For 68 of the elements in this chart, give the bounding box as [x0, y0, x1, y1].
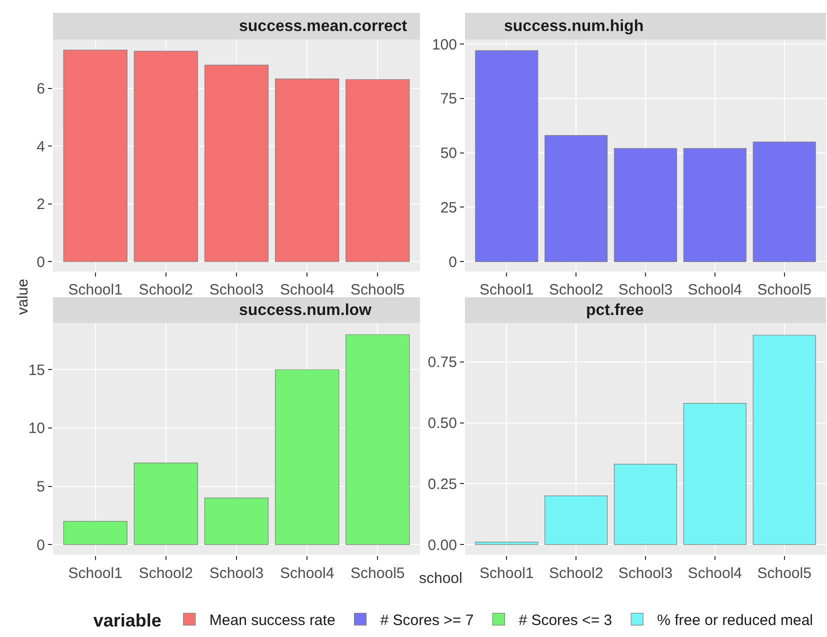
y-tick-label: 0.75: [428, 354, 457, 372]
bar: [275, 369, 340, 545]
bar: [134, 462, 198, 545]
x-tick-label: School2: [138, 564, 194, 582]
y-tick-label: 0: [448, 254, 457, 271]
bar: [134, 50, 198, 262]
bar: [683, 403, 746, 545]
y-tick-label: 100: [432, 36, 457, 54]
bar: [752, 334, 816, 545]
x-tick-label: School4: [688, 281, 742, 298]
y-tick-label: 75: [440, 90, 457, 108]
x-tick-label: School3: [618, 564, 673, 582]
chart-title: success.num.high: [504, 18, 644, 35]
y-tick-label: 0.00: [428, 536, 457, 554]
bar: [614, 464, 678, 545]
bar: [475, 50, 538, 262]
y-tick-label: 15: [28, 362, 45, 379]
y-tick-label: 2: [36, 196, 45, 214]
x-tick-label: School2: [138, 281, 194, 298]
bar: [544, 135, 608, 262]
bar: [752, 142, 816, 262]
y-tick-label: 0.50: [428, 415, 457, 432]
chart-title: success.num.low: [239, 302, 372, 319]
legend-label: # Scores >= 7: [380, 612, 474, 630]
bar: [204, 498, 269, 545]
y-axis-title: value: [14, 278, 32, 315]
x-tick-label: School5: [350, 564, 405, 582]
y-tick-label: 0: [36, 254, 45, 271]
y-tick-label: 25: [440, 199, 457, 216]
bar: [475, 542, 538, 545]
x-tick-label: School1: [68, 564, 122, 582]
x-tick-label: School2: [548, 281, 604, 298]
x-tick-label: School1: [480, 564, 534, 582]
x-axis-title: school: [419, 570, 462, 587]
y-tick-label: 50: [440, 145, 457, 162]
y-tick-label: 4: [36, 138, 45, 156]
x-tick-label: School3: [209, 564, 264, 582]
text: % free or reduced meal: [657, 612, 814, 630]
x-tick-label: School2: [548, 564, 604, 582]
chart-title: success.mean.correct: [239, 18, 408, 35]
x-tick-label: School3: [618, 281, 673, 298]
y-tick-label: 6: [36, 80, 45, 98]
x-tick-label: School5: [757, 281, 812, 298]
bar: [63, 50, 128, 262]
bar: [683, 148, 746, 262]
x-tick-label: School1: [68, 281, 122, 298]
bar: [346, 79, 410, 262]
x-tick-label: School1: [480, 281, 534, 298]
bar: [63, 520, 128, 545]
legend-label: Mean success rate: [209, 612, 336, 630]
x-tick-label: School4: [280, 564, 334, 582]
y-tick-label: 0.25: [428, 476, 457, 493]
y-tick-label: 10: [28, 420, 45, 438]
chart-title: pct.free: [586, 302, 644, 319]
x-tick-label: School4: [688, 564, 742, 582]
bar: [204, 64, 269, 262]
bar: [275, 78, 340, 262]
text: # Scores <= 3: [518, 612, 612, 630]
x-tick-label: School3: [209, 281, 264, 298]
y-tick-label: 0: [36, 536, 45, 554]
x-tick-label: School5: [350, 281, 405, 298]
legend-title: variable: [93, 610, 162, 630]
y-tick-label: 5: [36, 478, 45, 496]
x-tick-label: School4: [280, 281, 334, 298]
bar: [346, 334, 410, 545]
bar: [614, 148, 678, 262]
bar: [544, 496, 608, 545]
x-tick-label: School5: [757, 564, 812, 582]
